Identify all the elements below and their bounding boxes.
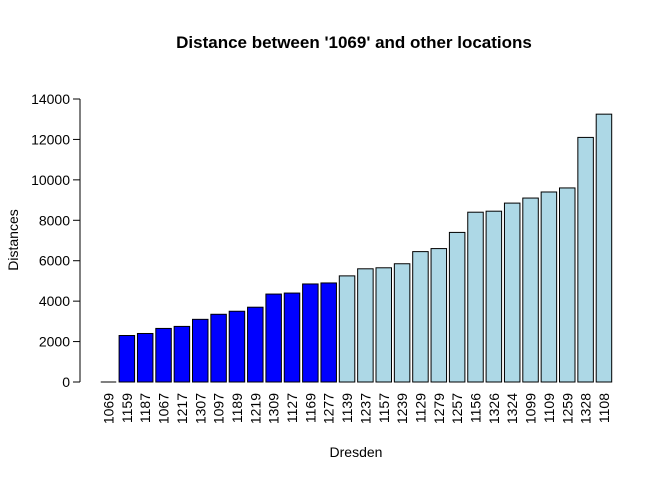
x-tick-label: 1277 [321, 393, 337, 424]
x-tick-label: 1169 [302, 393, 318, 423]
bar [467, 211, 484, 383]
x-tick-label: 1219 [247, 393, 263, 424]
x-tick-label: 1259 [559, 393, 575, 424]
bar [540, 191, 558, 383]
bar [155, 327, 172, 383]
x-tick-label: 1159 [119, 393, 135, 423]
x-tick-label: 1157 [376, 393, 392, 423]
y-tick-label: 2000 [39, 334, 70, 350]
x-tick-label: 1109 [541, 393, 557, 423]
x-tick-label: 1067 [156, 393, 172, 424]
x-tick-label: 1309 [266, 393, 282, 424]
bar [247, 306, 264, 383]
bar [503, 202, 521, 383]
x-tick-label: 1257 [449, 393, 465, 424]
x-tick-label: 1187 [137, 393, 153, 423]
x-tick-label: 1307 [192, 393, 208, 424]
y-tick-label: 12000 [31, 131, 70, 147]
bar [136, 332, 154, 383]
bar [375, 267, 392, 383]
y-tick-label: 10000 [31, 172, 70, 188]
x-tick-label: 1279 [431, 393, 447, 424]
bar [210, 313, 227, 383]
bar [485, 210, 503, 383]
x-tick-label: 1237 [357, 393, 373, 424]
x-tick-label: 1127 [284, 393, 300, 423]
x-tick-label: 1189 [229, 393, 245, 423]
x-tick-label: 1069 [101, 393, 117, 424]
y-tick-label: 0 [62, 374, 70, 390]
bar [192, 318, 209, 383]
y-tick-label: 4000 [39, 293, 70, 309]
bar [338, 275, 356, 383]
x-tick-label: 1239 [394, 393, 410, 424]
bar [595, 113, 613, 383]
y-tick-label: 8000 [39, 212, 70, 228]
x-tick-label: 1129 [412, 393, 428, 423]
chart-title: Distance between '1069' and other locati… [176, 33, 532, 52]
x-axis-label: Dresden [330, 444, 383, 460]
x-tick-label: 1139 [339, 393, 355, 423]
bar [412, 251, 429, 383]
bar [320, 282, 337, 383]
x-tick-labels: 1069 1159 1187 1067 1217 1307 1097 1189 1219 1309… [101, 393, 612, 424]
bar [577, 136, 594, 383]
bar [393, 263, 411, 383]
bar [559, 187, 576, 383]
y-axis-label: Distances [5, 209, 21, 270]
x-tick-label: 1324 [504, 393, 520, 424]
x-tick-label: 1326 [486, 393, 502, 424]
y-tick-label: 6000 [39, 253, 70, 269]
bar [173, 325, 191, 383]
x-tick-label: 1328 [578, 393, 594, 424]
bar [228, 310, 246, 383]
bars-group [100, 113, 613, 383]
x-tick-label: 1099 [523, 393, 539, 424]
bar [430, 248, 448, 383]
bar [118, 335, 136, 383]
bar [283, 292, 301, 383]
x-tick-label: 1217 [174, 393, 190, 424]
y-tick-label: 14000 [31, 91, 70, 107]
y-axis: 0 2000 4000 6000 8000 10000 12000 14000 [31, 91, 81, 390]
x-tick-label: 1156 [468, 393, 484, 423]
bar [302, 283, 319, 383]
bar [265, 293, 282, 383]
bar [522, 197, 539, 383]
bar [357, 268, 374, 383]
bar [448, 231, 466, 383]
x-tick-label: 1097 [211, 393, 227, 424]
x-tick-label: 1108 [596, 393, 612, 423]
